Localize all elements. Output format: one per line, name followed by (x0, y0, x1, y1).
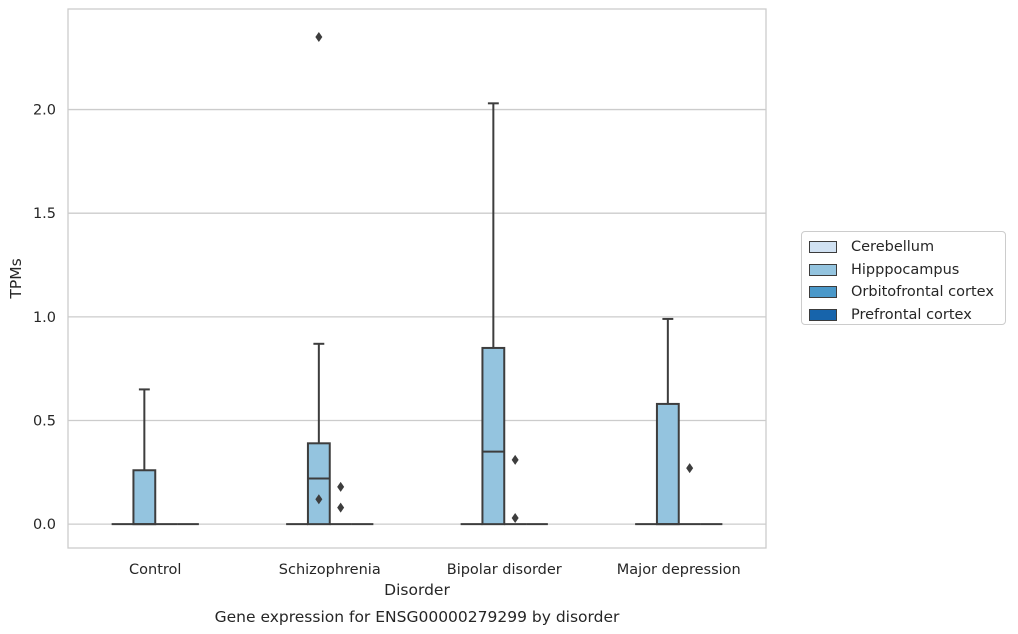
legend-swatch-prefrontal-cortex (809, 308, 837, 321)
box-orbitofrontal-cortex-schizophrenia (329, 481, 352, 526)
box-hipppocampus-bipolar-disorder (481, 102, 506, 526)
box-body (132, 469, 157, 526)
legend-swatch-hippocampus (809, 263, 837, 276)
x-tick-label-major-depression: Major depression (617, 562, 741, 578)
outlier-point (511, 512, 519, 523)
legend-item-cerebellum: Cerebellum (809, 236, 1005, 259)
outlier-point (337, 502, 345, 513)
y-tick-label: 0.5 (33, 414, 56, 430)
legend-label-hippocampus: Hipppocampus (851, 261, 960, 278)
box-body (481, 346, 506, 526)
y-tick-label: 0.0 (33, 517, 56, 533)
box-body (655, 402, 680, 526)
x-tick-label-bipolar-disorder: Bipolar disorder (447, 562, 562, 578)
x-tick-label-control: Control (129, 562, 181, 578)
chart-marks (111, 31, 723, 526)
plot-frame (67, 8, 767, 549)
legend-swatch-orbitofrontal-cortex (809, 286, 837, 299)
legend-item-hippocampus: Hipppocampus (809, 259, 1005, 282)
legend-item-prefrontal-cortex: Prefrontal cortex (809, 304, 1005, 327)
legend-swatch-cerebellum (809, 241, 837, 254)
outlier-point (686, 463, 694, 474)
legend-label-cerebellum: Cerebellum (851, 239, 935, 256)
legend-label-orbitofrontal-cortex: Orbitofrontal cortex (851, 284, 994, 301)
y-tick-label: 2.0 (33, 103, 56, 119)
box-body (306, 442, 331, 526)
box-orbitofrontal-cortex-bipolar-disorder (504, 454, 527, 526)
y-axis-label: TPMs (7, 258, 25, 299)
box-hipppocampus-schizophrenia (306, 31, 331, 526)
outlier-point (337, 481, 345, 492)
y-tick-label: 1.5 (33, 206, 56, 222)
box-orbitofrontal-cortex-major-depression (678, 463, 701, 526)
legend-label-prefrontal-cortex: Prefrontal cortex (851, 306, 972, 323)
box-hipppocampus-major-depression (655, 317, 680, 526)
tick-labels: 0.0 0.5 1.0 1.5 2.0 Control Schizophrenia Bipol… (33, 103, 741, 578)
legend: Cerebellum Hipppocampus Orbitofrontal co… (801, 231, 1006, 325)
x-tick-label-schizophrenia: Schizophrenia (279, 562, 381, 578)
outlier-point (315, 31, 323, 42)
outlier-point (315, 494, 323, 505)
chart-title: Gene expression for ENSG00000279299 by d… (215, 608, 620, 626)
legend-item-orbitofrontal-cortex: Orbitofrontal cortex (809, 281, 1005, 304)
box-hipppocampus-control (132, 388, 157, 526)
x-axis-label: Disorder (384, 581, 450, 599)
outlier-point (511, 454, 519, 465)
y-tick-label: 1.0 (33, 310, 56, 326)
